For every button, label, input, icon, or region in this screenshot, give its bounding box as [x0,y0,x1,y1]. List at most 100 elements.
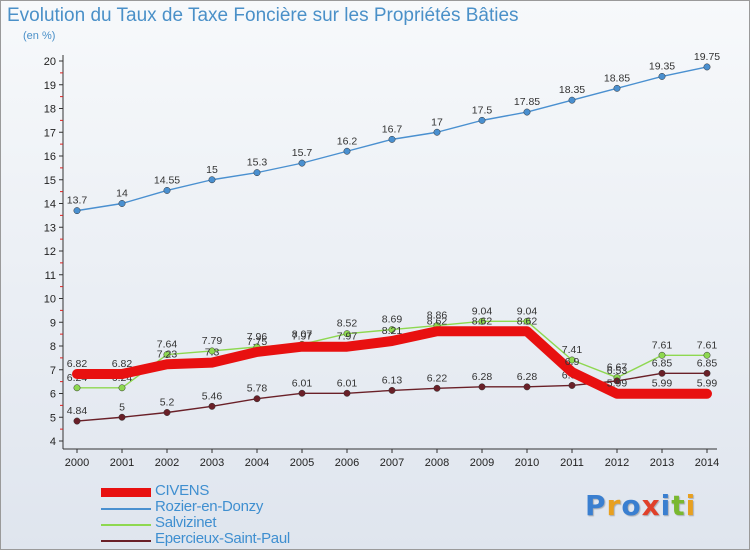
data-label-rozier-en-donzy: 17 [431,116,443,128]
data-label-civens: 8.21 [382,325,403,337]
data-label-epercieux-saint-paul: 6.85 [652,357,673,369]
data-point-rozier-en-donzy [298,159,306,167]
data-label-epercieux-saint-paul: 5 [119,401,125,413]
series-line-civens [72,326,712,399]
data-label-epercieux-saint-paul: 6.85 [697,357,718,369]
data-point-salvizinet [118,384,126,392]
x-tick-label: 2008 [425,457,449,469]
y-tick-label: 5 [50,412,56,424]
data-point-epercieux-saint-paul [388,386,396,394]
data-point-rozier-en-donzy [253,169,261,177]
logo-letter: t [671,489,686,522]
data-label-salvizinet: 8.86 [427,310,448,322]
y-tick-label: 19 [44,80,56,92]
data-label-epercieux-saint-paul: 5.78 [247,383,268,395]
data-point-salvizinet [703,351,711,359]
data-point-rozier-en-donzy [163,186,171,194]
legend-label: CIVENS [155,482,210,499]
logo-letter: r [606,489,622,522]
data-label-civens: 6.82 [67,358,88,370]
data-label-civens: 8.62 [472,315,493,327]
logo-letter: P [585,489,607,522]
data-label-civens: 8.62 [517,315,538,327]
data-point-epercieux-saint-paul [568,381,576,389]
y-tick-label: 16 [44,151,56,163]
y-tick-label: 14 [44,199,56,211]
data-point-epercieux-saint-paul [433,384,441,392]
x-tick-label: 2009 [470,457,494,469]
data-label-salvizinet: 6.67 [607,362,628,374]
data-label-civens: 7.3 [205,347,220,359]
data-point-salvizinet [343,330,351,338]
data-point-epercieux-saint-paul [478,383,486,391]
data-point-salvizinet [568,356,576,364]
data-label-civens: 7.75 [247,336,268,348]
y-tick-label: 12 [44,246,56,258]
data-point-epercieux-saint-paul [703,369,711,377]
y-tick-label: 18 [44,104,56,116]
data-label-epercieux-saint-paul: 6.22 [427,372,448,384]
chart-subtitle: (en %) [23,30,56,42]
data-label-salvizinet: 9.04 [517,305,538,317]
y-tick-label: 15 [44,175,56,187]
data-label-civens: 5.99 [697,378,718,390]
data-label-civens: 6.82 [112,358,133,370]
data-point-rozier-en-donzy [433,128,441,136]
data-label-salvizinet: 8.69 [382,314,403,326]
data-label-salvizinet: 7.79 [202,335,223,347]
data-label-civens: 5.99 [607,378,628,390]
y-tick-label: 17 [44,127,56,139]
data-point-rozier-en-donzy [658,72,666,80]
x-tick-label: 2006 [335,457,359,469]
data-label-rozier-en-donzy: 17.85 [514,96,540,108]
x-tick-label: 2003 [200,457,224,469]
data-point-rozier-en-donzy [388,135,396,143]
logo-letter: i [685,489,697,522]
legend-label: Epercieux-Saint-Paul [155,530,290,547]
data-label-civens: 7.97 [292,331,313,343]
legend-swatch [101,540,151,542]
data-label-rozier-en-donzy: 18.85 [604,72,630,84]
data-point-epercieux-saint-paul [613,377,621,385]
data-point-epercieux-saint-paul [73,417,81,425]
data-label-rozier-en-donzy: 13.7 [67,195,88,207]
data-label-rozier-en-donzy: 15.7 [292,147,313,159]
data-label-salvizinet: 7.96 [247,331,268,343]
logo-letter: x [641,489,661,522]
x-tick-label: 2000 [65,457,89,469]
data-label-civens: 8.62 [427,315,448,327]
y-tick-label: 9 [50,317,56,329]
data-point-rozier-en-donzy [73,207,81,215]
data-point-rozier-en-donzy [568,96,576,104]
data-label-epercieux-saint-paul: 4.84 [67,405,88,417]
y-tick-label: 11 [45,270,56,282]
data-point-rozier-en-donzy [478,116,486,124]
legend-swatch [101,524,151,526]
data-label-rozier-en-donzy: 14 [116,188,128,200]
data-label-civens: 5.99 [652,378,673,390]
legend-swatch [101,488,151,497]
data-point-rozier-en-donzy [118,200,126,207]
data-point-salvizinet [388,326,396,334]
x-tick-label: 2005 [290,457,314,469]
data-point-salvizinet [163,351,171,358]
data-label-epercieux-saint-paul: 6.28 [472,371,493,383]
x-tick-label: 2007 [380,457,404,469]
data-label-epercieux-saint-paul: 6.01 [292,377,313,389]
data-label-rozier-en-donzy: 16.2 [337,135,358,147]
x-tick-label: 2010 [515,457,539,469]
proxiti-logo: Proxiti [585,489,696,522]
data-label-epercieux-saint-paul: 5.46 [202,390,223,402]
legend-label: Salvizinet [155,514,217,531]
data-label-epercieux-saint-paul: 6.01 [337,377,358,389]
data-point-salvizinet [208,347,216,355]
logo-letter: o [621,489,642,522]
x-tick-label: 2011 [560,457,584,469]
data-label-civens: 7.97 [337,331,358,343]
data-label-rozier-en-donzy: 18.35 [559,84,585,96]
data-label-salvizinet: 8.52 [337,318,358,330]
data-point-rozier-en-donzy [208,176,216,184]
data-label-salvizinet: 7.64 [157,339,178,351]
